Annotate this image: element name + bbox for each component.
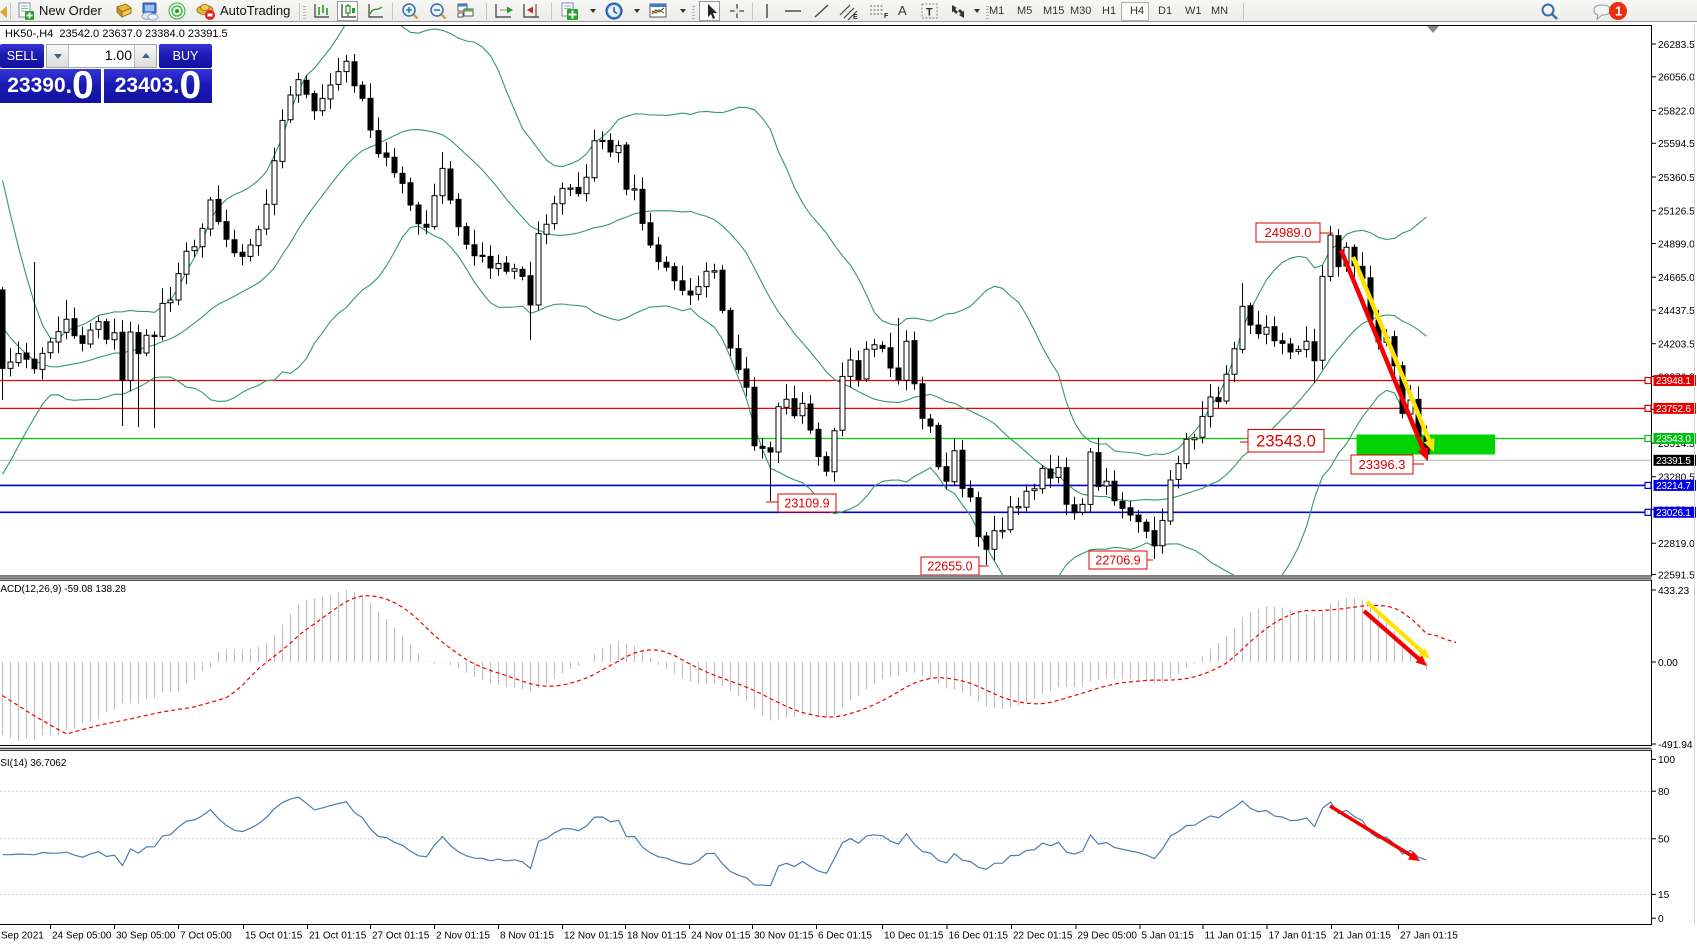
svg-text:30 Sep 05:00: 30 Sep 05:00 xyxy=(116,931,176,942)
svg-text:26283.5: 26283.5 xyxy=(1658,40,1695,51)
svg-text:80: 80 xyxy=(1658,787,1670,798)
svg-text:22655.0: 22655.0 xyxy=(927,560,972,574)
svg-text:24989.0: 24989.0 xyxy=(1265,225,1312,240)
svg-text:23280.5: 23280.5 xyxy=(1658,473,1695,484)
svg-text:2 Nov 01:15: 2 Nov 01:15 xyxy=(436,931,490,942)
svg-text:22706.9: 22706.9 xyxy=(1095,554,1140,568)
svg-text:18 Nov 01:15: 18 Nov 01:15 xyxy=(627,931,687,942)
svg-text:10 Dec 01:15: 10 Dec 01:15 xyxy=(884,931,944,942)
svg-text:23948.1: 23948.1 xyxy=(1656,376,1691,387)
svg-text:21 Oct 01:15: 21 Oct 01:15 xyxy=(309,931,367,942)
svg-text:22 Dec 01:15: 22 Dec 01:15 xyxy=(1013,931,1073,942)
svg-text:11 Jan 01:15: 11 Jan 01:15 xyxy=(1205,931,1263,942)
svg-text:17 Jan 01:15: 17 Jan 01:15 xyxy=(1269,931,1327,942)
svg-text:27 Oct 01:15: 27 Oct 01:15 xyxy=(372,931,430,942)
svg-text:T: T xyxy=(926,7,933,19)
svg-text:E: E xyxy=(853,14,858,21)
svg-text:25360.5: 25360.5 xyxy=(1658,173,1695,184)
svg-text:26056.0: 26056.0 xyxy=(1658,73,1695,84)
svg-text:23026.1: 23026.1 xyxy=(1656,508,1691,519)
svg-text:RSI(14) 36.7062: RSI(14) 36.7062 xyxy=(0,758,67,769)
svg-text:MACD(12,26,9) -59.08 138.28: MACD(12,26,9) -59.08 138.28 xyxy=(0,584,126,595)
svg-text:24203.5: 24203.5 xyxy=(1658,340,1695,351)
svg-text:23543.0: 23543.0 xyxy=(1656,434,1691,445)
svg-text:23214.7: 23214.7 xyxy=(1656,481,1691,492)
svg-text:27 Jan 01:15: 27 Jan 01:15 xyxy=(1400,931,1458,942)
svg-text:23543.0: 23543.0 xyxy=(1256,433,1316,451)
svg-text:15 Oct 01:15: 15 Oct 01:15 xyxy=(245,931,303,942)
svg-text:29 Dec 05:00: 29 Dec 05:00 xyxy=(1078,931,1138,942)
svg-text:23396.3: 23396.3 xyxy=(1359,457,1406,472)
svg-text:23391.5: 23391.5 xyxy=(1656,456,1691,467)
svg-text:22591.5: 22591.5 xyxy=(1658,570,1695,581)
svg-text:16 Dec 01:15: 16 Dec 01:15 xyxy=(949,931,1009,942)
svg-text:Sep 2021: Sep 2021 xyxy=(1,931,44,942)
svg-text:12 Nov 01:15: 12 Nov 01:15 xyxy=(564,931,624,942)
svg-text:1: 1 xyxy=(1615,4,1622,19)
svg-text:24 Nov 01:15: 24 Nov 01:15 xyxy=(691,931,751,942)
svg-text:100: 100 xyxy=(1658,755,1675,766)
svg-text:433.23: 433.23 xyxy=(1658,586,1689,597)
svg-text:7 Oct 05:00: 7 Oct 05:00 xyxy=(180,931,232,942)
svg-text:HK50-,H4 23542.0 23637.0 2338: HK50-,H4 23542.0 23637.0 23384.0 23391.5 xyxy=(5,28,228,40)
svg-text:24437.5: 24437.5 xyxy=(1658,306,1695,317)
svg-text:6 Dec 01:15: 6 Dec 01:15 xyxy=(818,931,872,942)
svg-text:0.00: 0.00 xyxy=(1658,658,1678,669)
svg-text:0: 0 xyxy=(1658,914,1664,925)
svg-text:23514.5: 23514.5 xyxy=(1658,439,1695,450)
svg-text:24899.0: 24899.0 xyxy=(1658,239,1695,250)
svg-text:23109.9: 23109.9 xyxy=(784,497,829,511)
svg-text:50: 50 xyxy=(1658,835,1670,846)
svg-text:24 Sep 05:00: 24 Sep 05:00 xyxy=(52,931,112,942)
svg-text:21 Jan 01:15: 21 Jan 01:15 xyxy=(1333,931,1391,942)
svg-text:-491.94: -491.94 xyxy=(1658,740,1693,751)
svg-text:25126.5: 25126.5 xyxy=(1658,207,1695,218)
svg-text:30 Nov 01:15: 30 Nov 01:15 xyxy=(754,931,814,942)
svg-text:F: F xyxy=(884,13,889,20)
svg-text:24665.0: 24665.0 xyxy=(1658,273,1695,284)
svg-text:25822.0: 25822.0 xyxy=(1658,106,1695,117)
svg-text:25594.5: 25594.5 xyxy=(1658,139,1695,150)
svg-text:15: 15 xyxy=(1658,890,1670,901)
svg-text:22819.0: 22819.0 xyxy=(1658,539,1695,550)
svg-text:5 Jan 01:15: 5 Jan 01:15 xyxy=(1142,931,1195,942)
svg-text:23752.6: 23752.6 xyxy=(1656,404,1691,415)
svg-text:8 Nov 01:15: 8 Nov 01:15 xyxy=(500,931,554,942)
